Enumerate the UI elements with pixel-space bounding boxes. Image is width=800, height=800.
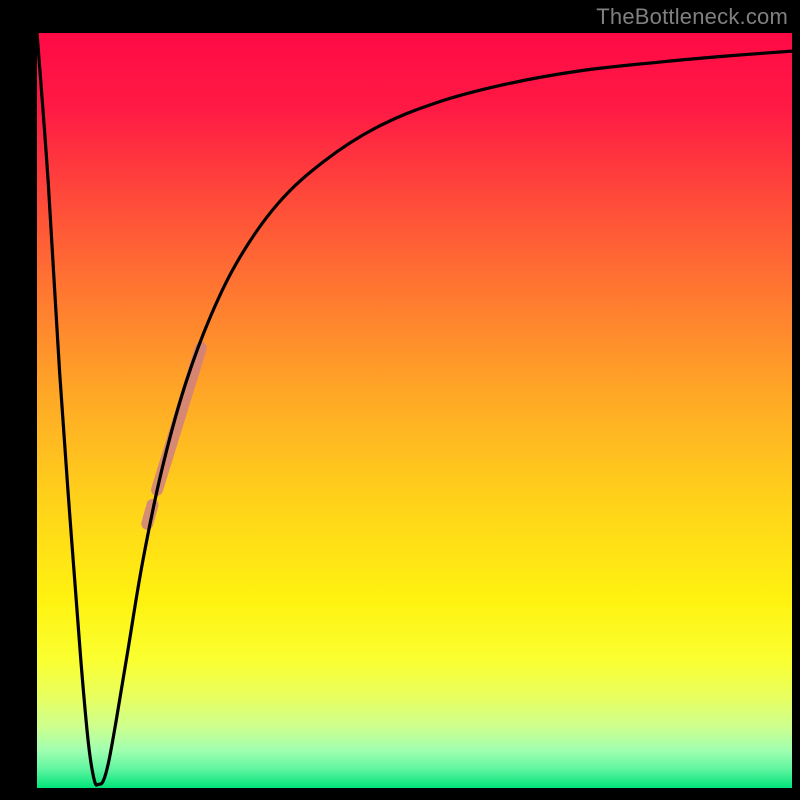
chart-background — [37, 33, 792, 788]
chart-container: TheBottleneck.com — [0, 0, 800, 800]
chart-canvas — [0, 0, 800, 800]
watermark-label: TheBottleneck.com — [596, 4, 788, 30]
